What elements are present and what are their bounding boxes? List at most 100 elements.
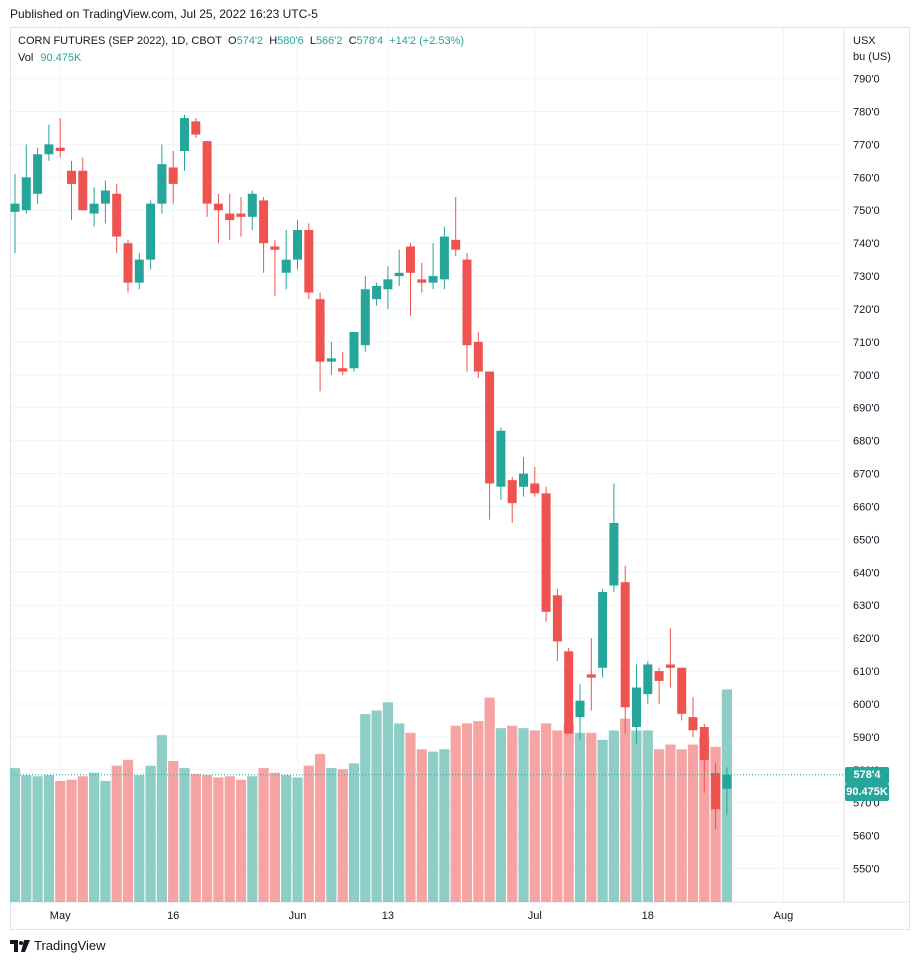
candle xyxy=(496,427,506,500)
candle xyxy=(699,723,709,793)
volume-bar xyxy=(382,702,393,902)
chart-frame[interactable] xyxy=(10,27,910,930)
volume-bar xyxy=(450,725,461,902)
candle-body xyxy=(67,170,76,184)
volume-legend: Vol 90.475K xyxy=(18,52,81,64)
volume-bar xyxy=(439,749,450,902)
volume-bar xyxy=(495,728,506,902)
volume-bar xyxy=(326,768,337,902)
candle-body xyxy=(530,483,540,494)
volume-bar xyxy=(32,776,43,902)
volume-bars xyxy=(9,689,732,902)
time-tick-label: 13 xyxy=(382,910,394,922)
candle xyxy=(439,226,449,290)
candle-body xyxy=(609,522,619,586)
candle xyxy=(451,197,461,257)
candle xyxy=(394,249,404,286)
candle-body xyxy=(112,193,122,237)
price-tick-label: 680'0 xyxy=(853,436,880,448)
price-tick-label: 790'0 xyxy=(853,74,880,86)
tradingview-brand[interactable]: TradingView xyxy=(10,938,106,953)
candle xyxy=(293,220,302,270)
low-value: 566'2 xyxy=(315,35,343,47)
candle-body xyxy=(213,203,223,211)
candle xyxy=(417,262,427,293)
candle-body xyxy=(462,259,472,346)
volume-bar xyxy=(620,718,631,902)
volume-bar xyxy=(43,775,54,902)
volume-bar xyxy=(122,759,134,902)
candle-body xyxy=(270,246,280,250)
time-tick-label: Jul xyxy=(528,910,542,922)
time-tick-label: Aug xyxy=(774,910,794,922)
candle-body xyxy=(541,493,551,612)
candle xyxy=(78,157,88,211)
candle xyxy=(677,667,687,721)
candle xyxy=(632,664,641,744)
candle xyxy=(326,341,336,375)
candle xyxy=(383,266,393,309)
volume-value: 90.475K xyxy=(40,52,82,64)
close-label: C xyxy=(348,35,357,47)
price-tick-label: 590'0 xyxy=(853,732,880,744)
candle xyxy=(620,565,630,734)
volume-bar xyxy=(9,768,21,902)
candle-body xyxy=(236,213,246,217)
candle-body xyxy=(394,272,404,277)
candle-body xyxy=(157,164,167,204)
candle xyxy=(44,124,54,161)
candle xyxy=(406,243,415,316)
volume-bar xyxy=(348,763,360,902)
candle-body xyxy=(439,236,449,280)
candle xyxy=(598,588,608,678)
change-value: +14'2 (+2.53%) xyxy=(389,35,465,47)
price-tick-label: 750'0 xyxy=(853,205,880,217)
candle xyxy=(609,483,619,593)
candle xyxy=(519,457,528,497)
candle-body xyxy=(281,259,291,273)
volume-bar xyxy=(416,749,427,902)
candle xyxy=(688,697,698,737)
volume-bar xyxy=(552,730,563,902)
candle xyxy=(338,351,348,375)
volume-bar xyxy=(134,775,145,902)
candle-body xyxy=(360,289,370,346)
candle xyxy=(586,638,596,711)
candle xyxy=(247,190,257,230)
candle-body xyxy=(598,592,608,668)
candle-body xyxy=(519,473,528,487)
price-tick-label: 740'0 xyxy=(853,238,880,250)
volume-bar xyxy=(179,768,190,902)
price-tick-label: 640'0 xyxy=(853,567,880,579)
volume-bar xyxy=(269,772,280,902)
candle-body xyxy=(315,299,325,362)
time-tick-label: Jun xyxy=(289,910,307,922)
candle xyxy=(270,239,280,296)
high-label: H xyxy=(269,35,278,47)
volume-bar xyxy=(699,737,710,902)
candle-body xyxy=(44,144,54,155)
volume-bar xyxy=(687,744,699,902)
candle-body xyxy=(643,664,653,695)
candle xyxy=(10,174,20,254)
price-chart[interactable]: 550'0560'0570'0580'0590'0600'0610'0620'0… xyxy=(0,0,920,930)
candle xyxy=(530,466,540,497)
volume-bar xyxy=(292,777,303,902)
symbol-legend: CORN FUTURES (SEP 2022), 1D, CBOT O574'2… xyxy=(18,35,467,47)
candle-body xyxy=(247,193,257,217)
candle-body xyxy=(620,582,630,708)
volume-bar xyxy=(507,725,518,902)
close-value: 578'4 xyxy=(356,35,384,47)
volume-bar xyxy=(156,735,167,902)
candle-body xyxy=(304,229,314,293)
published-info: Published on TradingView.com, Jul 25, 20… xyxy=(10,7,318,21)
candle xyxy=(428,243,438,290)
candle-body xyxy=(485,371,495,484)
volume-bar xyxy=(541,723,552,902)
price-tick-label: 560'0 xyxy=(853,831,880,843)
candle-body xyxy=(665,664,675,668)
candle-body xyxy=(168,167,178,184)
candle-body xyxy=(552,595,562,642)
candle xyxy=(281,229,291,290)
price-tick-label: 610'0 xyxy=(853,666,880,678)
